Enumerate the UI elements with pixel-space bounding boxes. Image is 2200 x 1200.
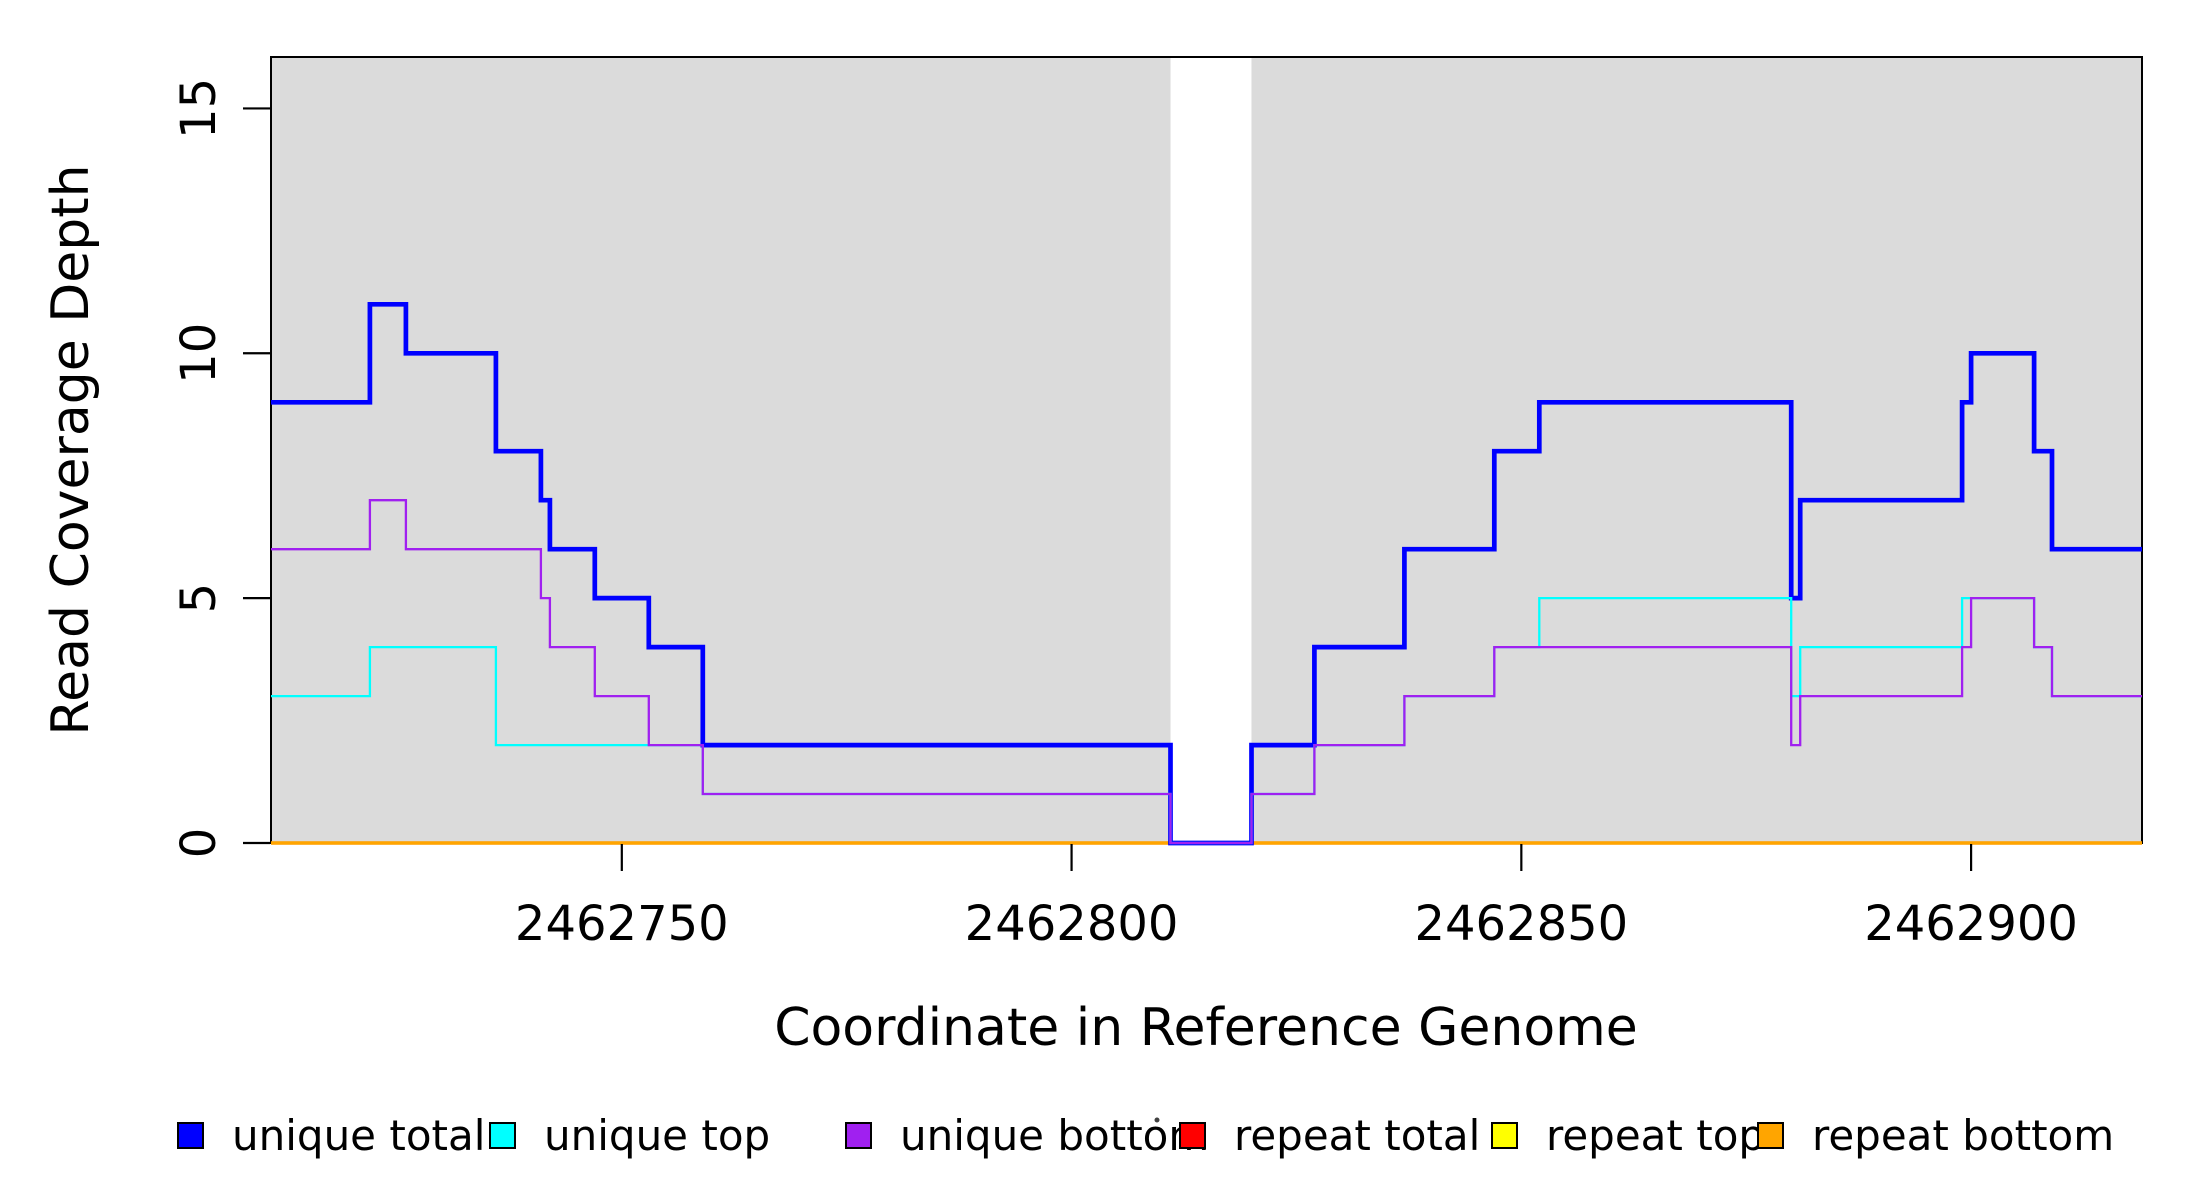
legend-label: repeat total <box>1234 1111 1480 1160</box>
x-tick-label: 2462800 <box>965 896 1179 952</box>
legend-item-unique-total: unique total <box>177 1111 485 1160</box>
y-axis-title: Read Coverage Depth <box>41 164 101 735</box>
legend-label: repeat bottom <box>1812 1111 2114 1160</box>
y-axis: 0 5 10 15 <box>171 78 270 858</box>
y-tick-label: 5 <box>171 583 227 614</box>
x-tick-label: 2462850 <box>1414 896 1628 952</box>
panel-background-region <box>1251 57 2142 843</box>
legend-swatch-unique-total <box>177 1122 204 1149</box>
y-tick-label: 0 <box>171 828 227 859</box>
panel-background-region <box>271 57 1171 843</box>
legend-label: unique top <box>544 1111 770 1160</box>
legend-swatch-repeat-bottom <box>1757 1122 1784 1149</box>
series-unique-bottom-line <box>271 499 2142 845</box>
stray-dot-artifact <box>1154 1117 1160 1123</box>
x-axis-title: Coordinate in Reference Genome <box>774 998 1638 1058</box>
legend-item-repeat-bottom: repeat bottom <box>1757 1111 2114 1160</box>
legend-item-repeat-total: repeat total <box>1179 1111 1480 1160</box>
x-tick-label: 2462750 <box>515 896 729 952</box>
x-tick-label: 2462900 <box>1864 896 2078 952</box>
y-tick-label: 15 <box>171 78 227 139</box>
legend-label: unique bottom <box>900 1111 1209 1160</box>
legend-swatch-repeat-total <box>1179 1122 1206 1149</box>
legend-swatch-unique-top <box>489 1122 516 1149</box>
plot-panel-background <box>271 57 2142 843</box>
legend-label: unique total <box>232 1111 485 1160</box>
legend: unique total unique top unique bottom repea… <box>177 1111 2114 1160</box>
legend-item-unique-bottom: unique bottom <box>845 1111 1209 1160</box>
x-axis: 2462750 2462800 2462850 2462900 <box>515 844 2078 952</box>
legend-swatch-repeat-top <box>1491 1122 1518 1149</box>
series-unique-total-line <box>271 301 2142 846</box>
legend-item-repeat-top: repeat top <box>1491 1111 1765 1160</box>
series-lines <box>271 301 2142 846</box>
legend-swatch-unique-bottom <box>845 1122 872 1149</box>
legend-label: repeat top <box>1546 1111 1765 1160</box>
legend-item-unique-top: unique top <box>489 1111 770 1160</box>
y-tick-label: 10 <box>171 323 227 384</box>
